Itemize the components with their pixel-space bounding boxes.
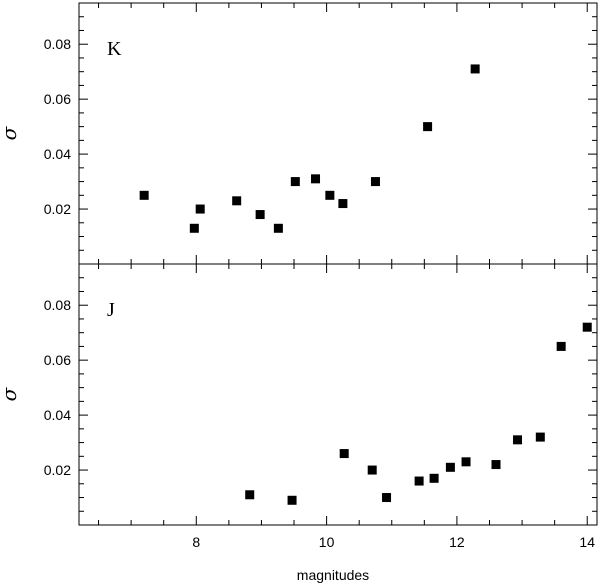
data-point <box>556 341 566 351</box>
data-point <box>461 457 471 467</box>
data-point <box>367 465 377 475</box>
data-point <box>287 495 297 505</box>
data-point <box>445 462 455 472</box>
y-tick-label: 0.04 <box>44 407 71 423</box>
data-point <box>290 177 300 187</box>
data-point <box>582 322 592 332</box>
x-tick-label: 8 <box>192 534 200 550</box>
data-point <box>325 190 335 200</box>
panel-label: J <box>107 299 115 321</box>
data-point <box>382 493 392 503</box>
data-point <box>245 490 255 500</box>
data-point <box>414 476 424 486</box>
data-point <box>429 473 439 483</box>
data-point <box>189 223 199 233</box>
data-point <box>338 199 348 209</box>
y-tick-label: 0.08 <box>44 297 71 313</box>
data-point <box>370 177 380 187</box>
data-point <box>139 190 149 200</box>
data-point <box>311 174 321 184</box>
y-axis-label: σ <box>0 386 21 401</box>
y-tick-label: 0.02 <box>44 201 71 217</box>
x-tick-label: 12 <box>449 534 465 550</box>
panel-k: 0.02 0.04 0.06 0.08 σ K <box>0 2 598 265</box>
data-point <box>255 210 265 220</box>
data-point <box>195 204 205 214</box>
data-point <box>423 122 433 132</box>
data-point <box>232 196 242 206</box>
data-point <box>273 223 283 233</box>
data-point <box>339 449 349 459</box>
x-axis-label: magnitudes <box>297 567 369 583</box>
y-tick-label: 0.08 <box>44 36 71 52</box>
y-tick-label: 0.06 <box>44 91 71 107</box>
plot-frame <box>78 263 598 526</box>
data-point <box>470 64 480 74</box>
x-tick-label: 10 <box>319 534 335 550</box>
data-point <box>491 460 501 470</box>
y-axis-label: σ <box>0 125 21 140</box>
data-point <box>513 435 523 445</box>
y-tick-label: 0.02 <box>44 462 71 478</box>
y-tick-label: 0.06 <box>44 352 71 368</box>
panel-label: K <box>107 38 122 60</box>
y-tick-label: 0.04 <box>44 146 71 162</box>
x-tick-label: 14 <box>579 534 595 550</box>
data-point <box>535 432 545 442</box>
plot-frame <box>78 2 598 265</box>
